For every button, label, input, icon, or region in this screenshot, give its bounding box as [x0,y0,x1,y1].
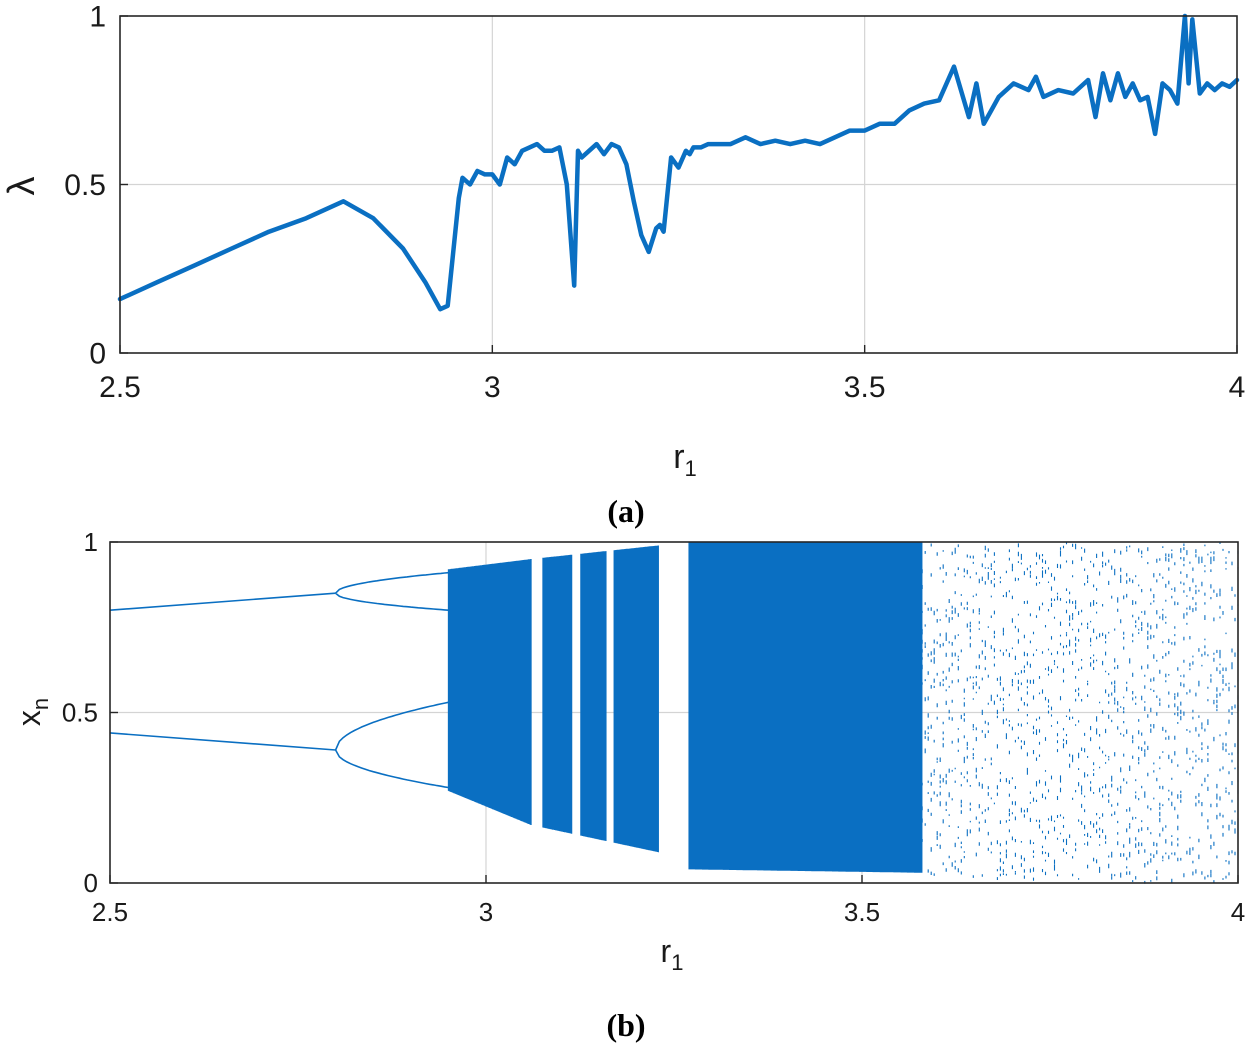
chart-a-xlabel: r1 [673,438,697,481]
chart-a-xtick-label: 4 [1229,371,1246,404]
bifurcation-stable-branch [109,732,336,751]
chart-a-ylabel: λ [1,177,43,196]
chart-b-xlabel-sub: 1 [671,950,683,975]
chart-b-xtick-label: 3 [479,897,493,927]
chart-b-frame [109,541,1239,884]
chart-a-ytick-label: 0.5 [64,169,106,202]
chart-b-ytick-label: 0.5 [62,698,98,728]
bifurcation-doubling-branches [334,571,449,789]
chart-a-ytick-label: 1 [89,1,106,34]
lyapunov-series-line [117,13,1240,312]
chart-a-xlabel-sub: 1 [685,456,697,481]
chart-a-xtick-label: 2.5 [99,371,141,404]
caption-a: (a) [607,493,644,529]
chart-a-ticks: 2.5 3 3.5 4 0 0.5 1 [64,1,1245,405]
chart-a-grid [120,16,1237,353]
chart-b-ticks: 2.5 3 3.5 4 0 0.5 1 [62,527,1245,927]
chart-a: 2.5 3 3.5 400.51 λ r1 [1,1,1245,482]
chart-b-xlabel-main: r [661,933,672,969]
chart-b-ytick-label: 0 [84,868,98,898]
chart-b-ylabel: xn [11,698,53,726]
chart-b-xtick-label: 4 [1231,897,1245,927]
chart-a-ytick-label: 0 [89,338,106,371]
bifurcation-chaotic-points [447,542,1239,884]
chart-a-xtick-label: 3 [484,371,501,404]
chart-a-xlabel-main: r [673,438,684,476]
chart-b-ylabel-sub: n [28,698,53,710]
chart-b-xtick-label: 3.5 [844,897,880,927]
chart-b-ylabel-main: x [11,710,47,726]
chart-a-xtick-label: 3.5 [844,371,886,404]
chart-b-xlabel: r1 [661,933,684,975]
bifurcation-scatter [109,542,1239,884]
chart-b-xtick-label: 2.5 [92,897,128,927]
bifurcation-stable-branch [109,592,336,611]
caption-b: (b) [606,1007,645,1043]
chart-b-ytick-label: 1 [84,527,98,557]
chart-b: 2.5 3 3.5 400.51 xn r1 [11,527,1245,975]
chart-a-frame [119,15,1238,354]
